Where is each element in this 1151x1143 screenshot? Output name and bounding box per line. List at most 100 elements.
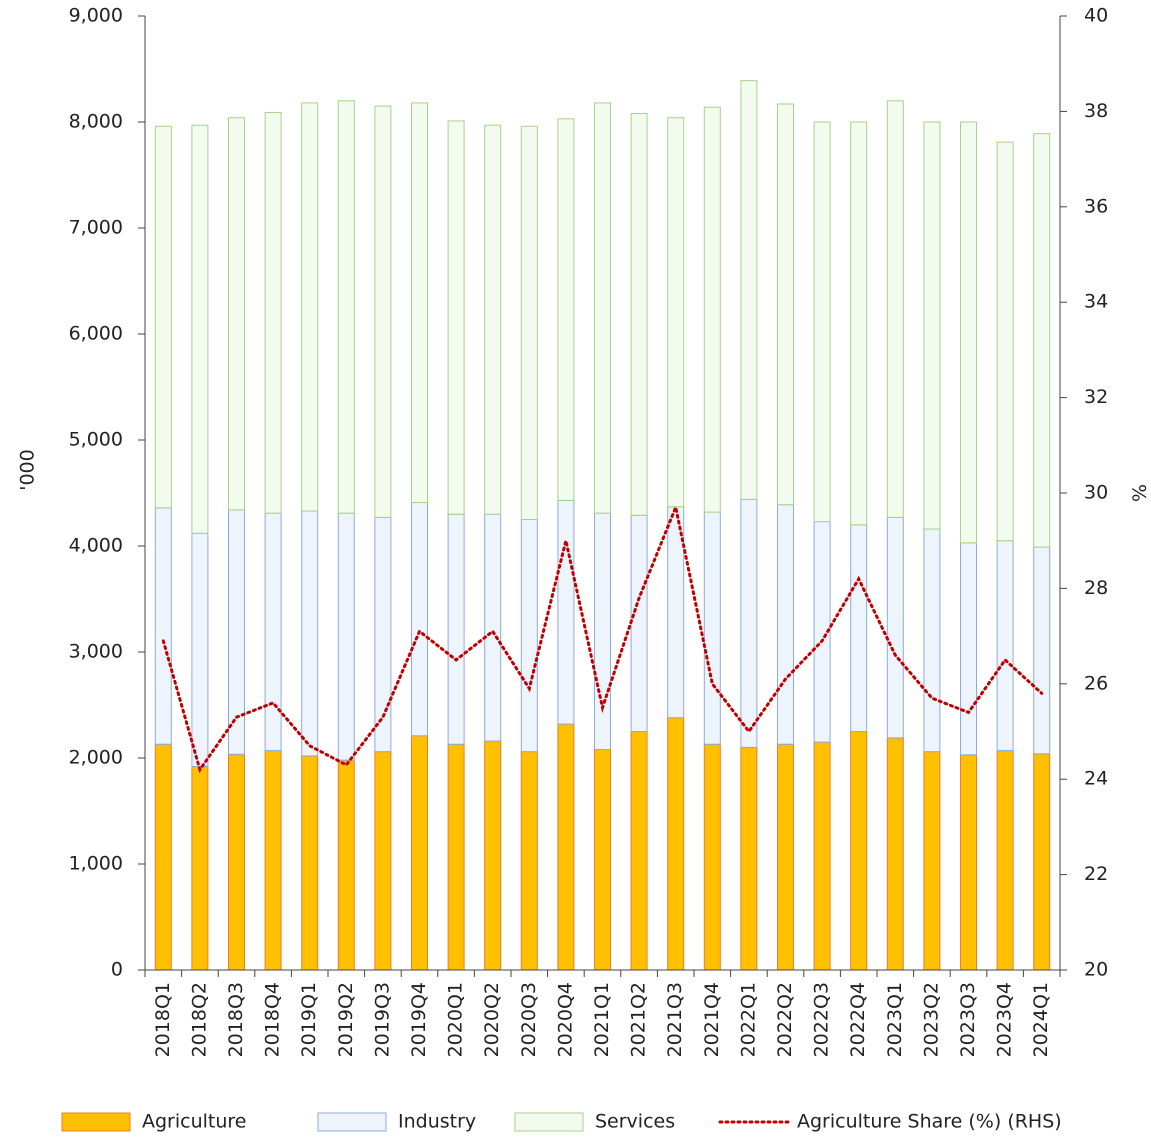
- y-tick-label: 0: [111, 959, 123, 981]
- bar: [557, 723, 575, 971]
- bar: [703, 511, 721, 745]
- bar: [740, 80, 758, 500]
- bar: [777, 103, 794, 506]
- y-tick-label: 2,000: [69, 747, 123, 769]
- y-tick-label: 6,000: [69, 323, 123, 345]
- bar: [191, 532, 209, 767]
- bar: [740, 746, 758, 971]
- y2-tick-label: 22: [1084, 863, 1108, 885]
- bar: [520, 519, 538, 753]
- bar: [374, 105, 392, 518]
- bar: [301, 102, 319, 512]
- x-tick-label: 2020Q1: [445, 982, 467, 1057]
- y2-tick-label: 26: [1084, 672, 1108, 694]
- y2-tick-label: 40: [1084, 5, 1108, 27]
- bar: [630, 113, 648, 516]
- y2-tick-label: 30: [1084, 482, 1108, 504]
- y-tick-label: 7,000: [69, 217, 123, 239]
- y2-tick-label: 24: [1084, 768, 1108, 790]
- x-tick-label: 2020Q2: [481, 982, 503, 1057]
- legend-swatch: [514, 1112, 584, 1132]
- legend-swatch: [61, 1112, 131, 1132]
- x-tick-label: 2023Q3: [957, 982, 979, 1057]
- x-tick-label: 2024Q1: [1030, 982, 1052, 1057]
- bar: [154, 125, 172, 509]
- bar: [191, 765, 209, 971]
- bar: [886, 100, 904, 518]
- bar: [813, 741, 831, 971]
- y2-tick-label: 36: [1084, 195, 1108, 217]
- bar: [520, 751, 538, 971]
- x-tick-label: 2021Q1: [591, 982, 613, 1057]
- bar: [960, 542, 977, 756]
- x-tick-label: 2023Q4: [994, 982, 1016, 1057]
- share-line: [161, 502, 1044, 774]
- legend-label: Services: [595, 1111, 675, 1133]
- bar: [191, 124, 209, 534]
- bar: [264, 111, 282, 514]
- bar: [923, 528, 941, 753]
- y2-tick-label: 28: [1084, 577, 1108, 599]
- x-tick-label: 2019Q2: [335, 982, 357, 1057]
- y2-axis-label: %: [1128, 484, 1150, 502]
- y-tick-label: 5,000: [69, 429, 123, 451]
- bar: [154, 743, 172, 971]
- bar: [447, 513, 465, 745]
- x-tick-label: 2022Q1: [737, 982, 759, 1057]
- x-tick-label: 2021Q3: [664, 982, 686, 1057]
- y-axis-label: '000: [17, 449, 39, 491]
- x-tick-label: 2020Q4: [554, 982, 576, 1057]
- bar: [520, 125, 538, 521]
- bar: [337, 100, 355, 514]
- y-tick-label: 1,000: [69, 853, 123, 875]
- x-tick-label: 2019Q1: [298, 982, 320, 1057]
- bar: [923, 121, 941, 530]
- bar: [411, 102, 428, 504]
- bar: [484, 740, 502, 971]
- bar: [630, 731, 648, 971]
- bar: [996, 141, 1014, 542]
- y2-tick-label: 38: [1084, 100, 1108, 122]
- bar: [337, 512, 355, 761]
- bar: [630, 514, 648, 733]
- legend-label: Agriculture: [142, 1111, 247, 1133]
- bar: [813, 121, 831, 523]
- bar: [850, 731, 868, 971]
- x-tick-label: 2022Q4: [847, 982, 869, 1057]
- bar: [228, 753, 245, 971]
- bar: [996, 540, 1014, 752]
- bar: [557, 118, 575, 501]
- y-tick-label: 3,000: [69, 641, 123, 663]
- bar: [886, 516, 904, 739]
- bar: [228, 117, 245, 511]
- x-tick-label: 2020Q3: [518, 982, 540, 1057]
- bar: [264, 512, 282, 752]
- x-tick-label: 2021Q2: [628, 982, 650, 1057]
- bar: [960, 121, 977, 544]
- bar: [594, 102, 611, 514]
- bar: [960, 754, 977, 971]
- bar: [594, 512, 611, 751]
- bar: [557, 499, 575, 725]
- bar: [374, 751, 392, 971]
- bar: [1033, 133, 1051, 548]
- y2-tick-label: 20: [1084, 959, 1108, 981]
- x-tick-label: 2019Q3: [371, 982, 393, 1057]
- y2-tick-label: 32: [1084, 386, 1108, 408]
- x-tick-label: 2022Q3: [811, 982, 833, 1057]
- bar: [264, 750, 282, 971]
- bar: [923, 751, 941, 971]
- bar: [411, 502, 428, 737]
- x-tick-label: 2023Q1: [884, 982, 906, 1057]
- x-tick-label: 2019Q4: [408, 982, 430, 1057]
- legend-label: Agriculture Share (%) (RHS): [797, 1111, 1062, 1133]
- bar: [850, 121, 868, 526]
- bar: [301, 510, 319, 757]
- bar: [484, 124, 502, 515]
- bar: [1033, 753, 1051, 971]
- y-tick-label: 9,000: [69, 5, 123, 27]
- bar: [154, 507, 172, 745]
- x-tick-label: 2018Q4: [262, 982, 284, 1057]
- x-tick-label: 2018Q2: [188, 982, 210, 1057]
